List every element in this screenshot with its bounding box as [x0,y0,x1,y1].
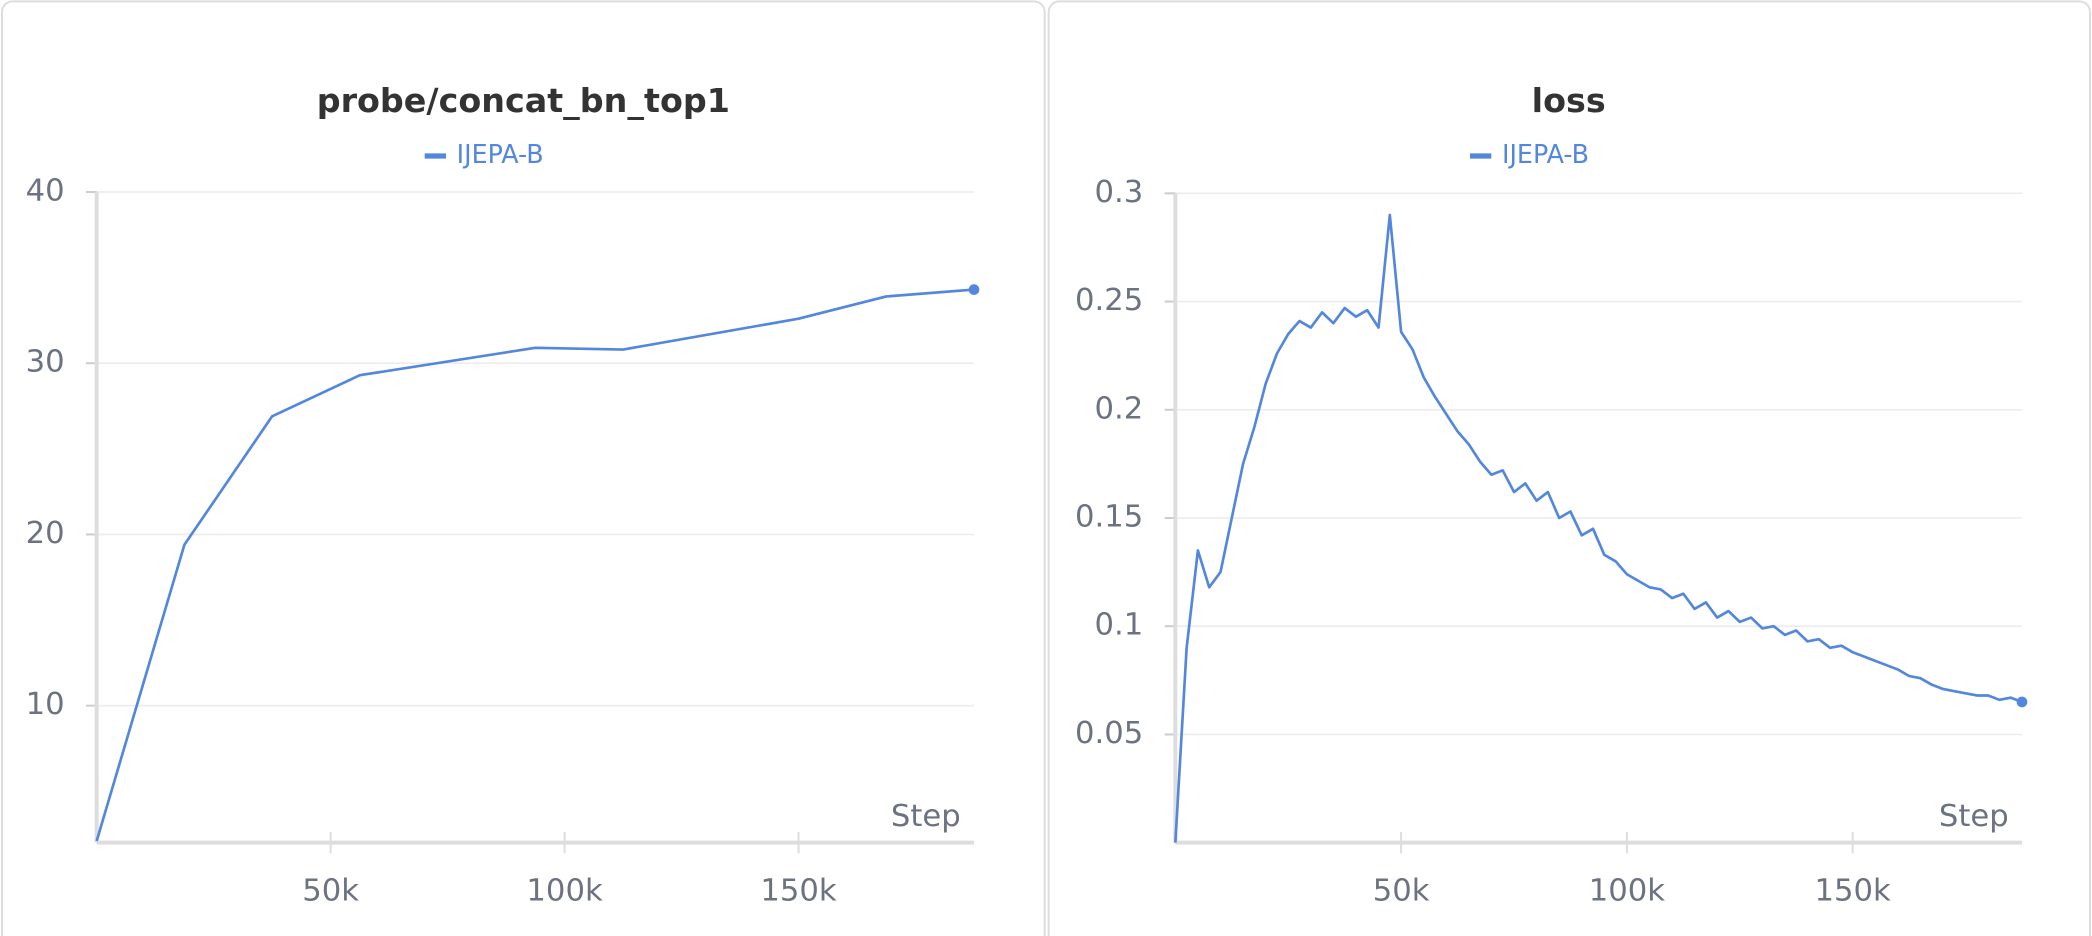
y-tick-label: 0.25 [1075,283,1143,318]
y-tick-label: 0.15 [1075,500,1143,535]
legend-label: IJEPA-B [457,139,544,169]
end-point [968,284,980,295]
y-tick-label: 0.1 [1095,608,1144,643]
x-tick-label: 100k [526,874,603,909]
chart-title: loss [1532,81,1606,120]
x-tick-label: 50k [1373,874,1430,909]
y-tick-label: 0.05 [1075,716,1143,751]
panel [1047,0,2091,936]
y-tick-label: 20 [26,516,65,551]
x-axis-label: Step [1939,799,2009,834]
y-tick-label: 0.2 [1095,391,1144,426]
series-line [1174,213,2023,843]
x-axis-label: Step [891,799,961,834]
legend-label: IJEPA-B [1502,139,1589,169]
chart-title: probe/concat_bn_top1 [317,81,730,120]
end-point [2016,696,2028,708]
x-tick-label: 150k [1815,874,1892,909]
x-tick-label: 150k [760,874,837,909]
y-tick-label: 40 [26,174,65,209]
series-line [95,288,975,842]
x-tick-label: 50k [302,874,359,909]
y-tick-label: 10 [26,687,65,722]
x-tick-label: 100k [1589,874,1666,909]
y-tick-label: 0.3 [1095,175,1144,210]
y-tick-label: 30 [26,345,65,380]
panel [1,0,1046,936]
